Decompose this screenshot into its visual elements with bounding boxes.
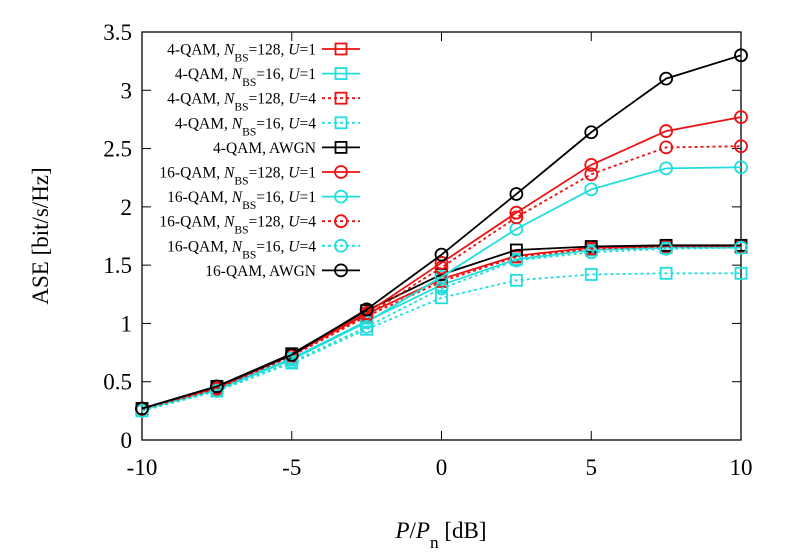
x-tick-label: 0 bbox=[436, 455, 448, 480]
marker bbox=[334, 67, 348, 80]
marker bbox=[734, 139, 748, 154]
marker bbox=[209, 379, 224, 394]
legend-label: 4-QAM, NBS=128, U=1 bbox=[167, 42, 316, 65]
legend-label: 16-QAM, AWGN bbox=[205, 263, 316, 280]
marker bbox=[359, 302, 374, 317]
marker bbox=[584, 125, 599, 140]
y-axis-label: ASE [bit/s/Hz] bbox=[28, 167, 53, 304]
marker bbox=[509, 273, 523, 287]
marker bbox=[509, 187, 524, 201]
y-tick-label: 1 bbox=[121, 311, 133, 336]
marker bbox=[659, 161, 674, 176]
marker bbox=[734, 266, 748, 280]
marker bbox=[435, 291, 448, 305]
marker bbox=[509, 253, 524, 268]
marker bbox=[434, 281, 449, 296]
x-axis-label: P/Pn [dB] bbox=[394, 518, 486, 552]
marker bbox=[334, 263, 348, 278]
marker bbox=[659, 241, 674, 256]
marker bbox=[659, 266, 673, 280]
marker bbox=[734, 240, 748, 255]
marker bbox=[584, 240, 598, 253]
marker bbox=[284, 348, 299, 362]
legend-label: 16-QAM, NBS=128, U=4 bbox=[159, 214, 316, 237]
marker bbox=[334, 140, 348, 154]
series-line bbox=[141, 245, 741, 411]
x-tick-label: -10 bbox=[127, 455, 158, 480]
series-line bbox=[141, 54, 742, 410]
series-line bbox=[141, 246, 742, 412]
legend-label: 16-QAM, NBS=16, U=4 bbox=[167, 238, 316, 260]
x-tick-label: 10 bbox=[730, 455, 753, 480]
marker bbox=[359, 320, 374, 334]
y-tick-label: 0 bbox=[121, 428, 133, 453]
marker bbox=[509, 210, 524, 225]
marker bbox=[284, 354, 299, 369]
y-tick-label: 1.5 bbox=[103, 253, 132, 278]
series-line bbox=[141, 166, 742, 411]
marker bbox=[659, 71, 674, 86]
marker bbox=[509, 205, 524, 220]
marker bbox=[584, 157, 599, 172]
y-tick-label: 2.5 bbox=[103, 137, 132, 162]
marker bbox=[584, 245, 599, 260]
marker bbox=[334, 116, 348, 130]
legend-label: 4-QAM, NBS=16, U=4 bbox=[175, 115, 316, 138]
marker bbox=[334, 165, 348, 179]
marker bbox=[734, 110, 748, 124]
marker bbox=[434, 255, 449, 270]
marker bbox=[659, 124, 674, 138]
y-tick-label: 2 bbox=[121, 195, 133, 220]
series-line bbox=[141, 145, 742, 411]
marker bbox=[334, 91, 348, 105]
legend-label: 16-QAM, NBS=128, U=1 bbox=[159, 165, 316, 188]
marker bbox=[334, 238, 348, 253]
y-tick-label: 3 bbox=[121, 78, 133, 103]
legend-label: 4-QAM, NBS=128, U=4 bbox=[167, 91, 316, 114]
marker bbox=[334, 189, 348, 204]
marker bbox=[334, 214, 348, 229]
marker bbox=[509, 243, 523, 257]
marker bbox=[734, 48, 748, 63]
y-tick-label: 0.5 bbox=[103, 370, 132, 395]
marker bbox=[334, 42, 348, 56]
legend-label: 4-QAM, AWGN bbox=[213, 140, 316, 157]
marker bbox=[584, 167, 599, 182]
marker bbox=[584, 182, 599, 197]
x-tick-label: -5 bbox=[282, 455, 301, 480]
y-tick-label: 3.5 bbox=[103, 20, 132, 45]
x-tick-label: 5 bbox=[586, 455, 598, 480]
legend-label: 4-QAM, NBS=16, U=1 bbox=[175, 66, 316, 89]
marker bbox=[659, 140, 674, 155]
marker bbox=[209, 384, 224, 398]
marker bbox=[734, 160, 748, 175]
legend-label: 16-QAM, NBS=16, U=1 bbox=[167, 189, 316, 212]
marker bbox=[434, 247, 449, 262]
marker bbox=[584, 268, 598, 281]
marker bbox=[135, 401, 149, 416]
